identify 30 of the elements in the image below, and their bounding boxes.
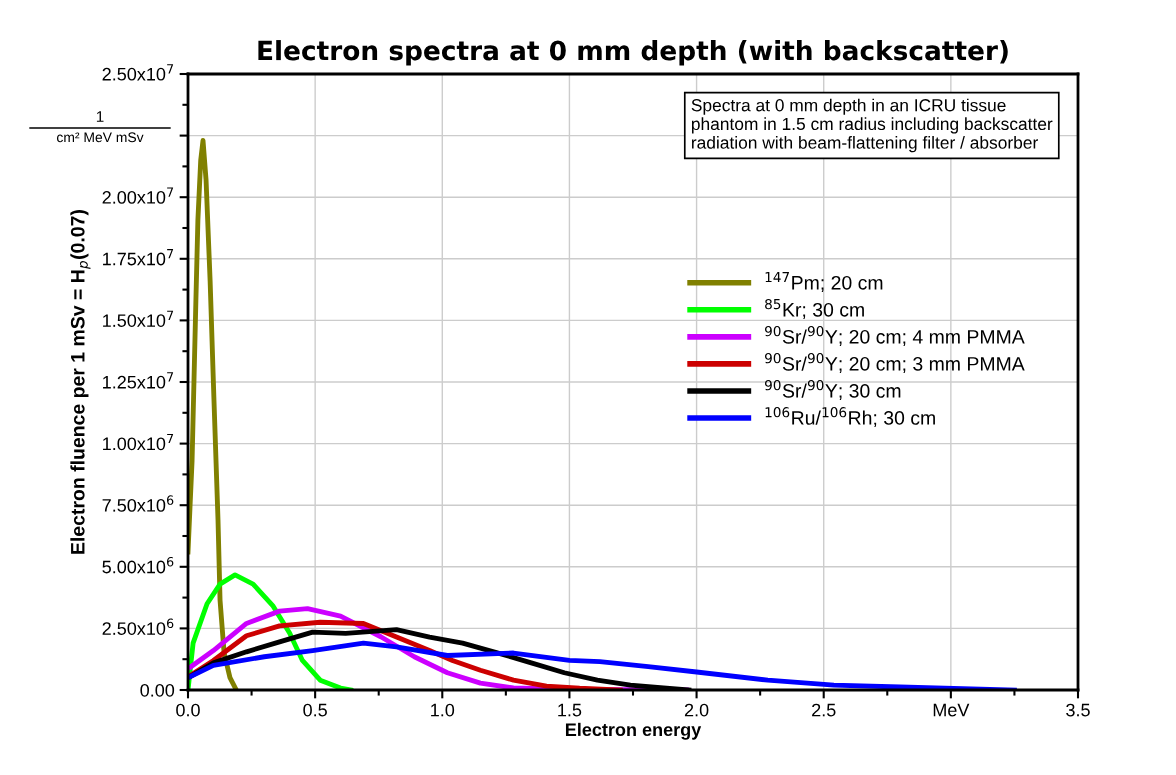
annotation: Spectra at 0 mm depth in an ICRU tissue phantom in 1.5 cm radius including backscatter radiation with beam-flattening filter / absorber bbox=[691, 98, 1053, 153]
text: 1 bbox=[96, 111, 104, 122]
legend-label: $^{90}$Sr/$^{90}$Y; 20 cm; 3 mm PMMA bbox=[765, 353, 1025, 374]
x-tick-label: 0.5 bbox=[303, 703, 327, 717]
y-tick-label: 1.25x10$^{7}$ bbox=[103, 372, 174, 389]
legend-label: $^{85}$Kr; 30 cm bbox=[765, 298, 864, 319]
y-tick-label: 2.00x10$^{7}$ bbox=[102, 187, 174, 204]
y-tick-label: 2.50x10$^{7}$ bbox=[102, 64, 174, 81]
legend-label: $^{147}$Pm; 20 cm bbox=[765, 272, 883, 292]
y-tick-label: 7.50x10$^{6}$ bbox=[102, 495, 174, 512]
x-tick-label: 2.0 bbox=[684, 703, 709, 717]
legend-label: $^{106}$Ru/$^{106}$Rh; 30 cm bbox=[765, 407, 935, 428]
x-tick-label: MeV bbox=[933, 703, 970, 717]
x-tick-label: 3.5 bbox=[1066, 703, 1090, 717]
legend-label: $^{90}$Sr/$^{90}$Y; 20 cm; 4 mm PMMA bbox=[765, 325, 1025, 346]
y-tick-label: 1.50x10$^{7}$ bbox=[103, 310, 174, 327]
y-axis-title: Electron fluence per 1 mSv = H$_{p}$(0.07) bbox=[70, 210, 91, 554]
x-axis-title: Electron energy bbox=[565, 722, 702, 740]
x-tick-label: 2.5 bbox=[812, 703, 836, 717]
x-tick-label: 0.0 bbox=[176, 703, 200, 717]
y-tick-label: 0.00 bbox=[140, 683, 175, 697]
y-tick-label: 1.75x10$^{7}$ bbox=[103, 249, 174, 266]
legend-label: $^{90}$Sr/$^{90}$Y; 30 cm bbox=[765, 380, 901, 401]
chart-title: Electron spectra at 0 mm depth (with backscatter) bbox=[258, 40, 1008, 66]
y-tick-label: 1.00x10$^{7}$ bbox=[103, 433, 174, 451]
x-tick-label: 1.5 bbox=[558, 703, 582, 717]
x-tick-label: 1.0 bbox=[431, 703, 455, 717]
y-tick-label: 2.50x10$^{6}$ bbox=[102, 618, 174, 635]
y-tick-label: 5.00x10$^{6}$ bbox=[102, 556, 174, 574]
text: cm² MeV mSv bbox=[57, 132, 144, 143]
